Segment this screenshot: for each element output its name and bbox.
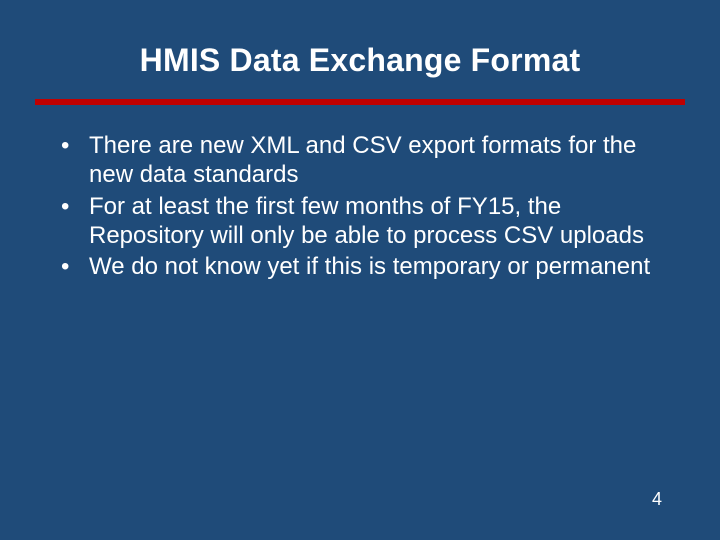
- bullet-item: We do not know yet if this is temporary …: [55, 252, 665, 281]
- title-region: HMIS Data Exchange Format: [0, 0, 720, 79]
- body-region: There are new XML and CSV export formats…: [0, 105, 720, 281]
- page-number: 4: [652, 489, 662, 510]
- bullet-item: For at least the first few months of FY1…: [55, 192, 665, 251]
- slide: HMIS Data Exchange Format There are new …: [0, 0, 720, 540]
- bullet-item: There are new XML and CSV export formats…: [55, 131, 665, 190]
- slide-title: HMIS Data Exchange Format: [0, 42, 720, 79]
- bullet-list: There are new XML and CSV export formats…: [55, 131, 665, 281]
